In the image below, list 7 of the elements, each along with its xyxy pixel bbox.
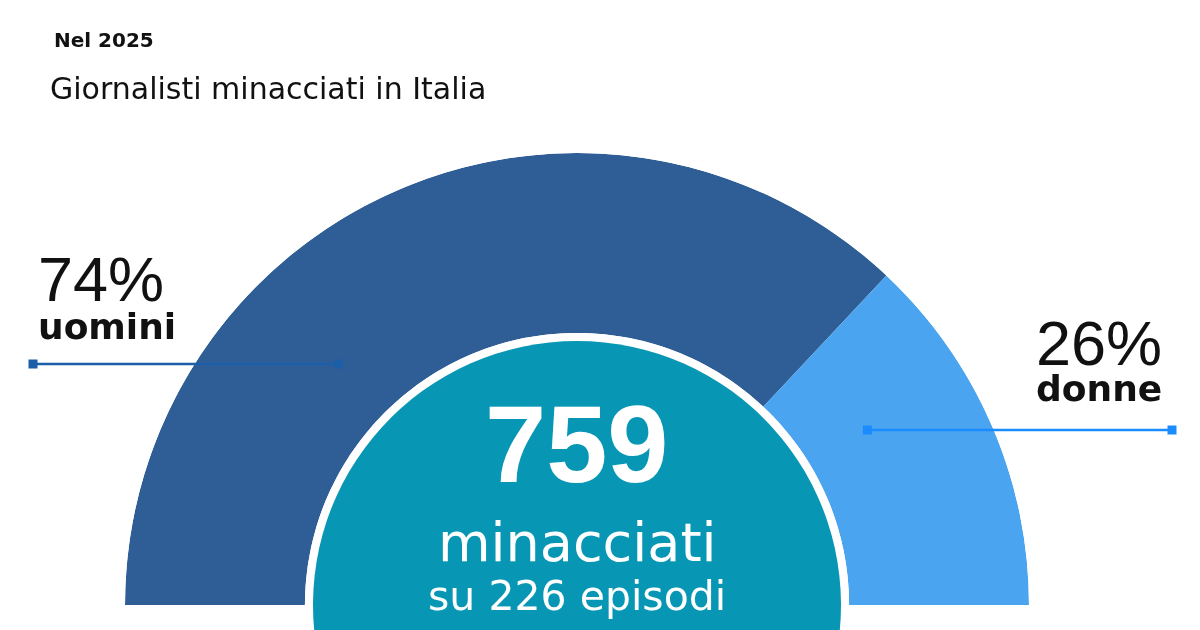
chart-title: Giornalisti minacciati in Italia: [50, 71, 487, 107]
text: 759: [485, 382, 669, 505]
slice-label: donne: [1036, 368, 1163, 409]
slice-label: uomini: [38, 306, 177, 347]
text: minacciati: [438, 511, 717, 574]
text: su 226 episodi: [428, 572, 727, 620]
chart-subtitle: Nel 2025: [54, 28, 154, 52]
